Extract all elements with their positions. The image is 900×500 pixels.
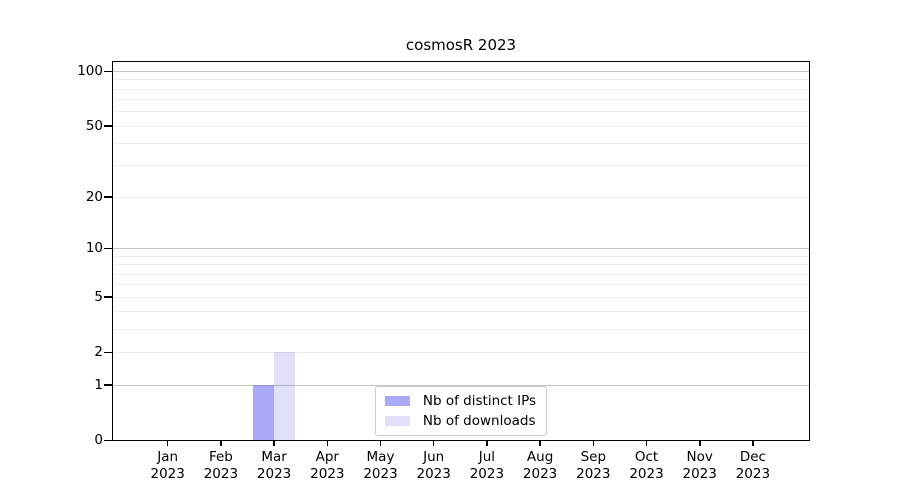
x-tick-mark [752,441,754,446]
x-tick-mark [699,441,701,446]
gridline-9 [113,255,809,257]
gridline-3 [113,329,809,331]
gridline-100 [113,71,809,72]
legend-swatch-distinct-ips [384,396,410,406]
x-tick-label-dec: Dec 2023 [735,449,771,482]
legend: Nb of distinct IPs Nb of downloads [374,386,548,436]
legend-item: Nb of distinct IPs [384,392,537,410]
gridline-90 [113,79,809,81]
y-tick-label-5: 5 [94,288,103,305]
x-tick-mark [645,441,648,446]
y-tick-mark [104,70,112,72]
legend-label: Nb of distinct IPs [422,393,537,409]
gridline-6 [113,284,809,286]
legend-label: Nb of downloads [422,413,536,429]
x-tick-label-nov: Nov 2023 [682,449,717,482]
x-tick-mark [220,441,222,446]
y-tick-label-100: 100 [77,63,103,79]
y-tick-label-50: 50 [85,117,103,134]
y-tick-mark [104,125,112,127]
x-tick-label-aug: Aug 2023 [522,449,558,482]
x-tick-mark [432,441,435,446]
x-tick-label-apr: Apr 2023 [310,449,345,482]
chart-title: cosmosR 2023 [405,36,517,54]
x-tick-mark [379,441,382,446]
x-tick-label-mar: Mar 2023 [256,449,292,482]
y-tick-label-2: 2 [94,344,103,361]
x-tick-mark [166,441,169,446]
y-tick-mark [104,196,112,198]
gridline-70 [113,99,809,101]
y-tick-mark [104,296,112,298]
x-tick-label-jan: Jan 2023 [150,449,185,482]
y-tick-label-0: 0 [94,432,103,448]
x-tick-mark [486,441,488,446]
gridline-20 [113,196,809,198]
x-tick-mark [326,441,329,446]
bar-nb-of-distinct-ips [252,384,275,440]
y-tick-mark [104,351,112,354]
y-tick-label-20: 20 [85,188,103,205]
x-tick-label-jun: Jun 2023 [416,449,451,482]
gridline-7 [113,273,809,275]
legend-swatch-downloads [384,416,410,426]
y-tick-label-1: 1 [94,376,103,393]
x-tick-label-oct: Oct 2023 [629,449,664,482]
y-tick-mark [104,384,112,386]
x-tick-mark [539,441,541,446]
x-tick-mark [273,441,275,446]
gridline-40 [113,143,809,145]
x-tick-label-jul: Jul 2023 [469,449,505,482]
gridline-1 [113,384,809,386]
gridline-30 [113,165,809,167]
gridline-60 [113,111,809,113]
gridline-2 [113,352,809,354]
x-tick-label-may: May 2023 [363,449,398,482]
gridline-4 [113,311,809,313]
y-tick-mark [104,439,112,441]
x-tick-label-feb: Feb 2023 [203,449,239,482]
plot-area: Nb of distinct IPs Nb of downloads [112,61,810,441]
legend-item: Nb of downloads [384,412,536,430]
y-tick-label-10: 10 [85,240,103,257]
gridline-5 [113,296,809,298]
gridline-8 [113,264,809,266]
gridline-80 [113,88,809,90]
y-tick-mark [104,247,112,250]
gridline-10 [113,248,809,250]
x-tick-label-sep: Sep 2023 [576,449,611,482]
gridline-50 [113,125,809,127]
x-tick-mark [592,441,594,446]
bar-nb-of-downloads [274,352,296,440]
